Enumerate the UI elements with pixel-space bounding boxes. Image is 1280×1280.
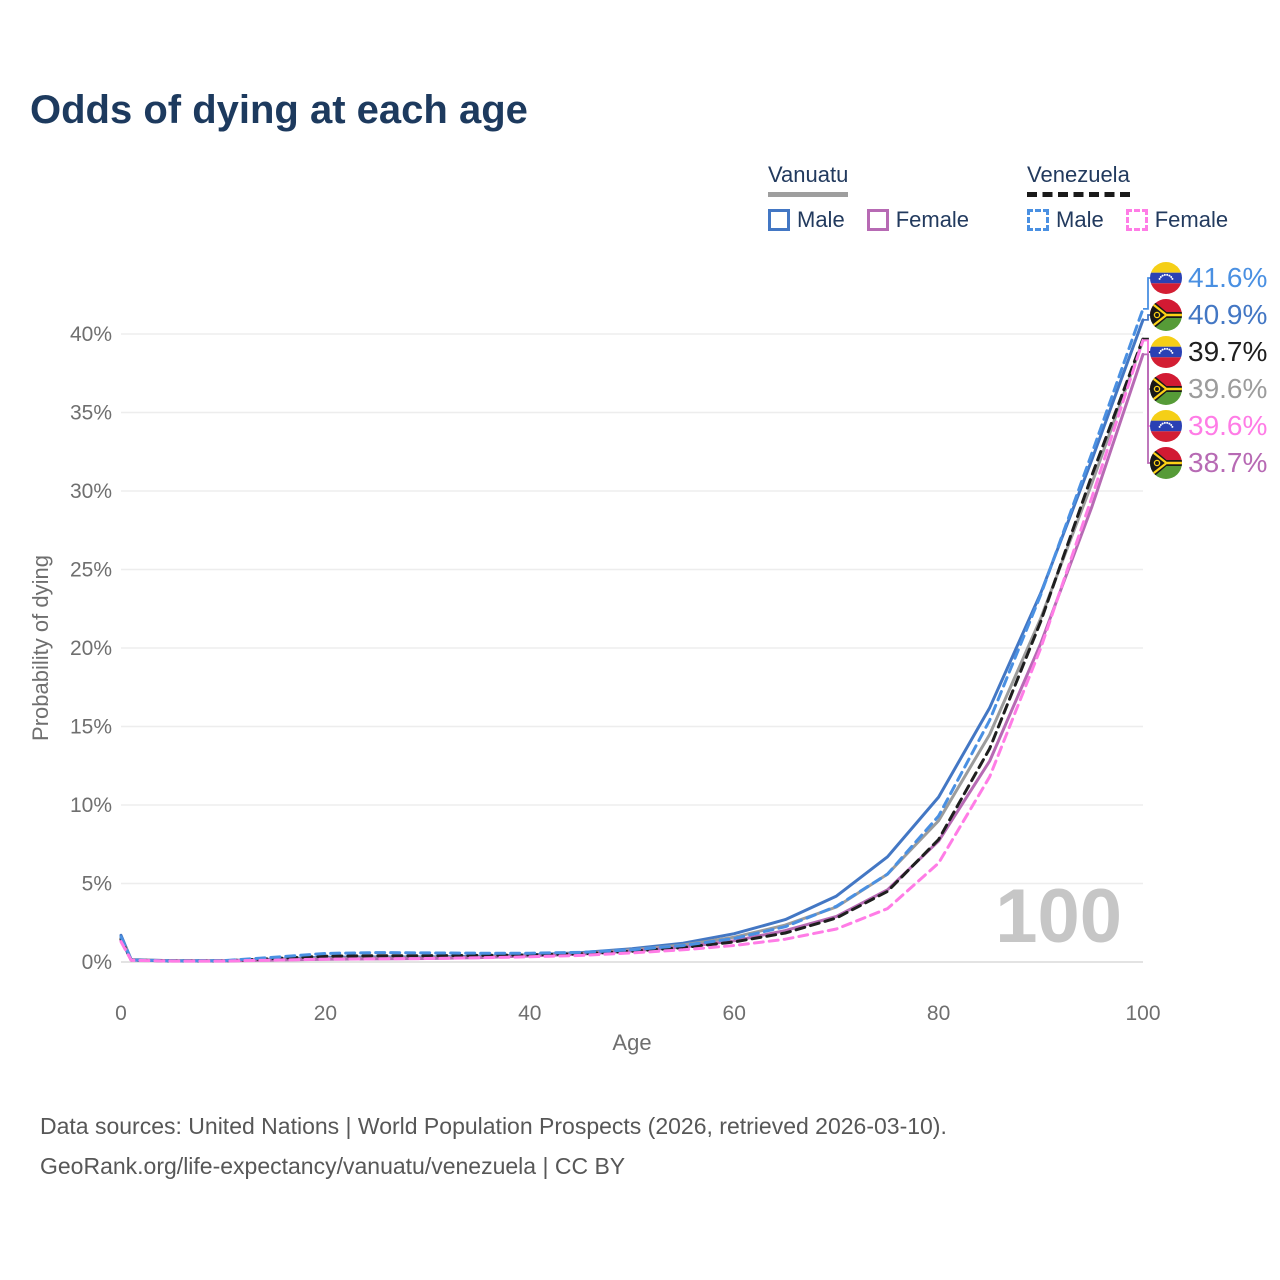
flag-venezuela-icon (1150, 262, 1182, 294)
legend-country-venezuela[interactable]: Venezuela (1027, 162, 1130, 197)
legend: Vanuatu Male Female Venezuela Male (768, 162, 1228, 233)
line-vanuatu_female[interactable] (119, 352, 1145, 963)
y-axis-title: Probability of dying (28, 555, 53, 741)
x-axis-tick: 20 (314, 1002, 337, 1025)
line-venezuela_female[interactable] (119, 338, 1145, 963)
line-vanuatu_male[interactable] (119, 318, 1145, 963)
chart-footer: Data sources: United Nations | World Pop… (40, 1106, 947, 1186)
x-axis-tick: 0 (115, 1002, 127, 1025)
x-axis-tick: 100 (1125, 1002, 1160, 1025)
legend-item-vanuatu-male[interactable]: Male (768, 207, 845, 233)
y-axis-tick: 40% (70, 323, 112, 346)
legend-label-venezuela-female: Female (1154, 207, 1229, 232)
x-axis-tick: 40 (518, 1002, 541, 1025)
end-label-value: 39.6% (1188, 410, 1267, 441)
legend-group-venezuela: Venezuela Male Female (1027, 162, 1228, 233)
y-axis-tick: 0% (82, 951, 112, 974)
flag-vanuatu-icon (1150, 447, 1182, 479)
end-label-value: 41.6% (1188, 262, 1267, 293)
line-swatch-icon (866, 209, 889, 231)
y-axis-tick: 5% (82, 873, 112, 896)
legend-label-venezuela-male: Male (1056, 207, 1104, 232)
legend-label-vanuatu-female: Female (895, 207, 970, 232)
age-watermark: 100 (995, 874, 1122, 959)
end-label-value: 40.9% (1188, 299, 1267, 330)
y-axis-tick: 30% (70, 480, 112, 503)
x-axis-tick: 80 (927, 1002, 950, 1025)
flag-venezuela-icon (1150, 410, 1182, 442)
legend-country-vanuatu[interactable]: Vanuatu (768, 162, 849, 197)
flag-vanuatu-icon (1150, 373, 1182, 405)
legend-item-venezuela-female[interactable]: Female (1125, 207, 1229, 233)
y-axis-tick: 15% (70, 716, 112, 739)
end-label-connector (1143, 277, 1152, 310)
x-axis: 0 20 40 60 80 100 (115, 1002, 1160, 1025)
data-source-line: Data sources: United Nations | World Pop… (40, 1113, 947, 1139)
end-label-connector (1143, 353, 1152, 464)
flag-venezuela-icon (1150, 336, 1182, 368)
y-axis-tick: 25% (70, 559, 112, 582)
line-swatch-icon (1125, 209, 1148, 231)
flag-vanuatu-icon (1150, 299, 1182, 331)
line-swatch-icon (768, 209, 790, 231)
gridlines: 0% 5% 10% 15% 20% 25% 30% 35% 40% (70, 323, 1143, 974)
chart-title: Odds of dying at each age (30, 88, 528, 132)
legend-label-vanuatu-male: Male (797, 207, 845, 232)
series-lines (119, 307, 1145, 963)
legend-item-vanuatu-female[interactable]: Female (866, 207, 970, 233)
y-axis-tick: 10% (70, 794, 112, 817)
x-axis-tick: 60 (723, 1002, 746, 1025)
legend-group-vanuatu: Vanuatu Male Female (768, 162, 969, 233)
end-labels: 41.6% 40.9% 39.7% 39.6% 39.6% 38.7% (1143, 262, 1267, 479)
line-vanuatu_both[interactable] (119, 338, 1145, 963)
line-venezuela_both[interactable] (119, 337, 1145, 963)
end-label-value: 39.7% (1188, 336, 1267, 367)
line-venezuela_male[interactable] (119, 307, 1145, 963)
attribution-line: GeoRank.org/life-expectancy/vanuatu/vene… (40, 1153, 626, 1179)
legend-item-venezuela-male[interactable]: Male (1027, 207, 1104, 233)
y-axis-tick: 20% (70, 637, 112, 660)
end-label-value: 39.6% (1188, 373, 1267, 404)
y-axis-tick: 35% (70, 402, 112, 425)
end-label-value: 38.7% (1188, 447, 1267, 478)
line-swatch-icon (1027, 209, 1050, 231)
x-axis-title: Age (612, 1030, 651, 1055)
